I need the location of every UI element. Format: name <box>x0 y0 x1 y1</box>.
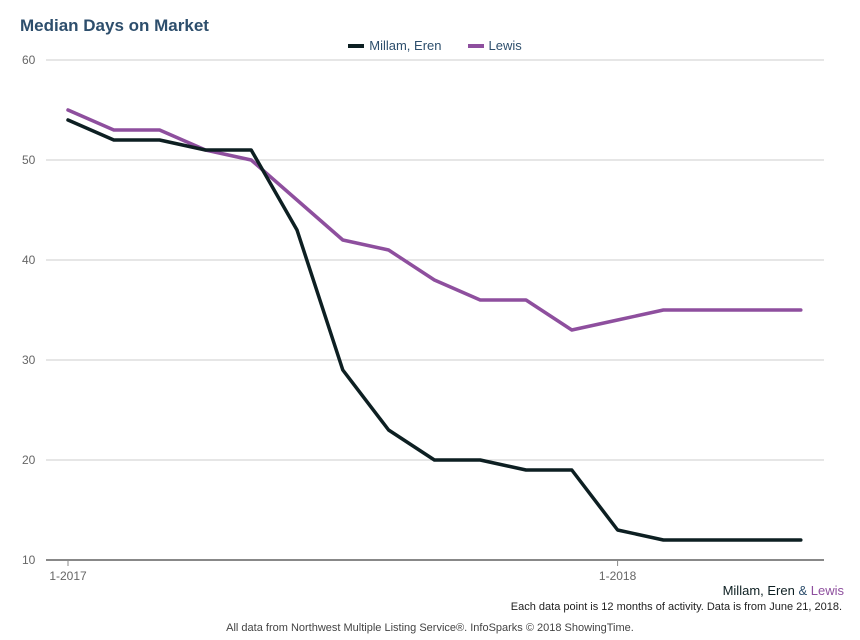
y-tick-label: 60 <box>22 53 36 67</box>
y-tick-label: 20 <box>22 453 36 467</box>
legend-item-lewis[interactable]: Lewis <box>467 38 522 53</box>
x-tick-label: 1-2017 <box>49 569 87 583</box>
series-caption-lewis: Lewis <box>810 583 844 598</box>
series-lines <box>66 108 803 542</box>
x-tick-label: 1-2018 <box>599 569 637 583</box>
legend: Millam, Eren Lewis <box>0 38 860 53</box>
series-caption-connector: & <box>794 583 811 598</box>
y-tick-label: 50 <box>22 153 36 167</box>
y-tick-label: 30 <box>22 353 36 367</box>
grid-lines <box>46 59 824 561</box>
footnote: Each data point is 12 months of activity… <box>510 601 842 613</box>
y-tick-label: 10 <box>22 553 36 567</box>
chart-title: Median Days on Market <box>20 16 209 35</box>
legend-label-millam: Millam, Eren <box>369 38 442 53</box>
series-caption-millam: Millam, Eren <box>722 583 795 598</box>
source-note: All data from Northwest Multiple Listing… <box>226 622 634 634</box>
legend-swatch-lewis <box>467 43 484 48</box>
legend-item-millam[interactable]: Millam, Eren <box>348 38 442 53</box>
series-line-lewis[interactable] <box>66 108 803 332</box>
series-line-millam-eren[interactable] <box>66 118 803 542</box>
legend-swatch-millam <box>348 43 365 48</box>
series-caption: Millam, Eren & Lewis <box>723 583 844 598</box>
legend-label-lewis: Lewis <box>488 38 522 53</box>
x-axis-ticks: 1-2017 1-2018 <box>49 560 637 583</box>
y-axis-ticks: 10 20 30 40 50 60 <box>22 53 36 567</box>
y-tick-label: 40 <box>22 253 36 267</box>
